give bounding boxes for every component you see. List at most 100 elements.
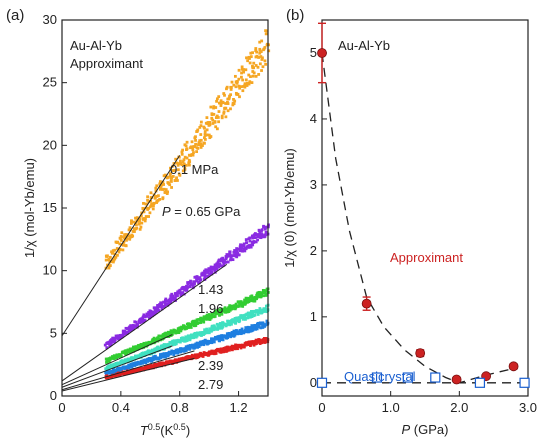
data-point <box>113 364 117 368</box>
data-point <box>264 339 267 343</box>
data-point <box>205 133 209 137</box>
panel-b-guide-lines <box>321 52 528 384</box>
data-point <box>208 341 212 345</box>
data-point <box>235 81 239 85</box>
data-point <box>208 317 212 321</box>
data-point <box>208 123 212 127</box>
data-point <box>264 32 268 36</box>
data-point <box>229 93 233 97</box>
data-point <box>198 340 202 344</box>
data-point <box>131 327 135 331</box>
data-point <box>235 255 239 259</box>
data-point <box>217 110 221 113</box>
data-point <box>169 296 173 300</box>
panel-b-y-tick-label: 0 <box>310 375 317 390</box>
data-point <box>156 304 160 307</box>
data-point <box>159 186 163 189</box>
data-point <box>231 318 235 322</box>
data-point <box>181 337 185 340</box>
data-point <box>224 102 228 105</box>
panel-b-x-tick-label: 2.0 <box>450 400 468 415</box>
data-point <box>169 352 173 356</box>
data-point <box>181 347 185 351</box>
data-point <box>210 314 214 318</box>
data-point <box>166 190 170 194</box>
data-point <box>260 235 264 238</box>
data-point <box>156 307 160 310</box>
data-point <box>199 146 203 149</box>
data-point <box>224 115 228 119</box>
quasicrystal-series-label: Quasicrystal <box>344 369 416 384</box>
data-point <box>255 296 259 300</box>
data-point <box>135 226 139 230</box>
data-point <box>238 304 241 308</box>
data-point <box>259 50 263 53</box>
data-point <box>139 343 143 346</box>
data-point <box>212 352 216 356</box>
data-point <box>125 352 128 355</box>
data-point <box>152 202 156 205</box>
data-point <box>205 116 209 120</box>
data-point <box>130 219 133 223</box>
data-point <box>219 102 223 105</box>
data-point <box>261 321 265 325</box>
panel-a-title-line2: Approximant <box>70 56 143 71</box>
data-point <box>183 288 187 292</box>
data-point <box>219 99 223 103</box>
data-point <box>261 65 265 69</box>
data-point <box>240 75 243 79</box>
data-point <box>250 295 254 299</box>
data-point <box>229 335 232 339</box>
data-point <box>129 324 133 327</box>
data-point <box>519 377 530 388</box>
data-point <box>189 334 193 338</box>
data-point <box>148 309 152 313</box>
data-point <box>170 298 174 302</box>
data-point <box>144 353 147 357</box>
data-point <box>195 356 199 359</box>
data-point <box>189 324 193 328</box>
data-point <box>197 355 201 359</box>
data-point <box>249 344 252 348</box>
data-point <box>188 347 192 351</box>
data-point <box>249 243 253 247</box>
data-point <box>215 114 219 118</box>
data-point <box>245 241 249 245</box>
data-point <box>176 163 180 167</box>
panel-a-y-tick-label: 20 <box>43 137 57 152</box>
data-point <box>260 69 263 72</box>
data-point <box>251 234 254 238</box>
data-point <box>243 85 247 89</box>
data-point <box>236 347 239 351</box>
data-point <box>107 257 111 261</box>
data-point <box>243 83 247 87</box>
data-point <box>256 321 260 325</box>
data-point <box>202 332 206 336</box>
data-point <box>430 372 441 383</box>
data-point <box>116 374 120 377</box>
data-point <box>169 359 173 363</box>
data-point <box>238 95 241 99</box>
data-point <box>241 89 245 93</box>
data-point <box>249 55 253 59</box>
data-point <box>258 62 262 66</box>
data-point <box>219 264 222 268</box>
data-point <box>210 340 214 344</box>
data-point <box>146 343 150 347</box>
data-point <box>144 361 148 365</box>
data-point <box>141 315 145 319</box>
data-point <box>239 300 243 303</box>
data-point <box>183 155 187 159</box>
data-point <box>240 245 244 249</box>
data-point <box>149 199 153 203</box>
data-point <box>260 233 264 236</box>
data-point <box>255 54 259 58</box>
data-point <box>250 324 254 328</box>
data-point <box>241 304 244 308</box>
data-point <box>107 266 111 270</box>
data-point <box>159 334 162 338</box>
panel-a-y-tick-label: 25 <box>43 75 57 90</box>
data-point <box>222 110 226 114</box>
data-point <box>209 265 213 269</box>
data-point <box>194 331 198 335</box>
